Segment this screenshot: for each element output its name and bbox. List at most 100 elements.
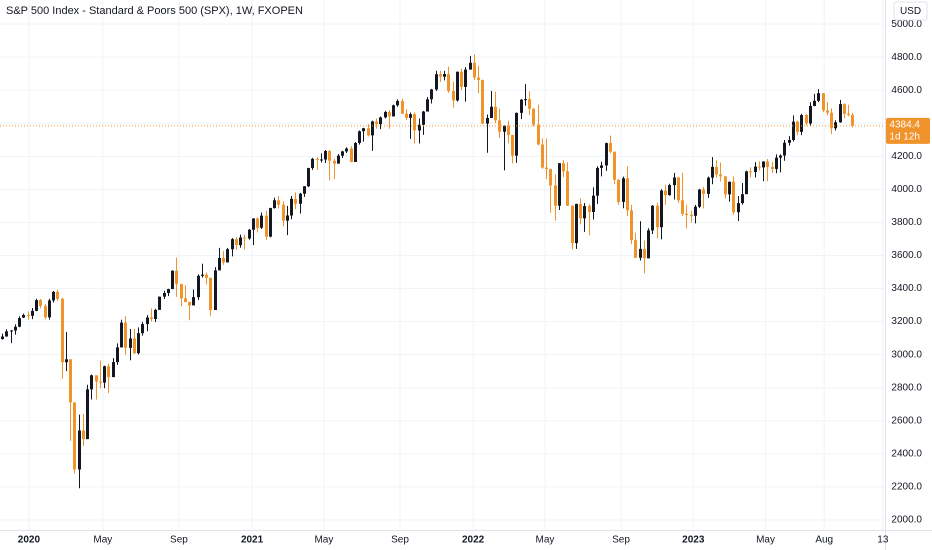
candle-body xyxy=(524,99,527,101)
candle-body xyxy=(218,257,221,271)
candle-body xyxy=(702,189,705,194)
chart-title: S&P 500 Index - Standard & Poors 500 (SP… xyxy=(6,5,303,17)
candle-body xyxy=(129,338,132,348)
candle-body xyxy=(481,79,484,124)
x-tick-label: 2020 xyxy=(18,535,41,546)
candle-body xyxy=(282,204,285,221)
candle-body xyxy=(800,115,803,132)
candle-body xyxy=(498,120,501,132)
candle-body xyxy=(401,100,404,114)
candle-body xyxy=(643,248,646,259)
candle-body xyxy=(532,108,535,125)
candle-body xyxy=(222,257,225,263)
candle-body xyxy=(847,113,850,116)
candle-body xyxy=(158,296,161,310)
candle-body xyxy=(78,430,81,470)
candle-body xyxy=(694,206,697,216)
candle-body xyxy=(541,144,544,168)
candle-body xyxy=(90,375,93,390)
candle-body xyxy=(137,333,140,354)
candle-body xyxy=(31,310,34,316)
candle-body xyxy=(571,205,574,244)
candle-body xyxy=(112,362,115,378)
candle-body xyxy=(745,171,748,195)
x-tick-label: Sep xyxy=(391,535,409,546)
candle-body xyxy=(617,179,620,202)
candle-body xyxy=(1,336,4,340)
candle-body xyxy=(328,151,331,161)
candle-body xyxy=(477,77,480,80)
candle-body xyxy=(371,121,374,136)
candle-body xyxy=(507,125,510,136)
candle-body xyxy=(52,291,55,301)
candle-body xyxy=(775,157,778,169)
candle-body xyxy=(388,112,391,117)
candle-body xyxy=(537,124,540,145)
candle-body xyxy=(792,121,795,140)
candle-body xyxy=(443,74,446,77)
candle-body xyxy=(771,166,774,169)
candle-body xyxy=(685,213,688,216)
candle-body xyxy=(626,178,629,211)
x-tick-label: May xyxy=(535,535,554,546)
candle-body xyxy=(320,159,323,161)
candle-body xyxy=(303,186,306,194)
candle-body xyxy=(490,106,493,118)
candle-body xyxy=(435,74,438,90)
candle-body xyxy=(494,106,497,121)
candle-body xyxy=(609,143,612,152)
currency-box[interactable] xyxy=(893,1,928,21)
y-tick-label: 3600.0 xyxy=(891,250,922,261)
candle-body xyxy=(201,274,204,276)
candle-body xyxy=(698,189,701,207)
candle-body xyxy=(779,155,782,158)
candle-body xyxy=(103,366,106,383)
candle-body xyxy=(61,298,64,363)
y-tick-label: 2200.0 xyxy=(891,482,922,493)
candle-body xyxy=(409,114,412,118)
candle-body xyxy=(256,218,259,228)
candle-body xyxy=(35,300,38,311)
candle-body xyxy=(337,155,340,164)
candle-body xyxy=(10,330,13,332)
x-tick-label: Aug xyxy=(815,535,833,546)
candle-body xyxy=(732,181,735,213)
y-tick-label: 3400.0 xyxy=(891,283,922,294)
candle-body xyxy=(214,270,217,311)
candle-body xyxy=(384,112,387,118)
candle-body xyxy=(299,193,302,204)
candle-body xyxy=(413,114,416,131)
candle-body xyxy=(783,142,786,156)
candle-body xyxy=(486,117,489,124)
candle-body xyxy=(634,240,637,258)
candle-body xyxy=(817,93,820,101)
candle-body xyxy=(600,165,603,168)
candle-body xyxy=(277,200,280,205)
candle-body xyxy=(56,291,59,299)
candle-body xyxy=(354,142,357,162)
candle-body xyxy=(95,375,98,382)
candle-body xyxy=(545,167,548,170)
x-tick-label: 13 xyxy=(877,535,889,546)
candle-body xyxy=(333,160,336,164)
candle-body xyxy=(554,185,557,206)
y-tick-label: 2800.0 xyxy=(891,382,922,393)
candle-body xyxy=(226,249,229,263)
y-tick-label: 2000.0 xyxy=(891,515,922,526)
candle-body xyxy=(209,277,212,311)
currency-label[interactable]: USD xyxy=(900,6,921,17)
candle-body xyxy=(167,289,170,294)
candle-body xyxy=(851,115,854,126)
candle-body xyxy=(124,322,127,348)
candle-body xyxy=(48,300,51,318)
candle-body xyxy=(171,270,174,290)
candle-body xyxy=(788,139,791,143)
candle-body xyxy=(639,248,642,258)
candle-body xyxy=(362,128,365,132)
candle-body xyxy=(724,176,727,195)
candle-body xyxy=(719,174,722,177)
candle-body xyxy=(260,215,263,228)
countdown-label: 1d 12h xyxy=(889,132,920,143)
candle-body xyxy=(579,203,582,219)
